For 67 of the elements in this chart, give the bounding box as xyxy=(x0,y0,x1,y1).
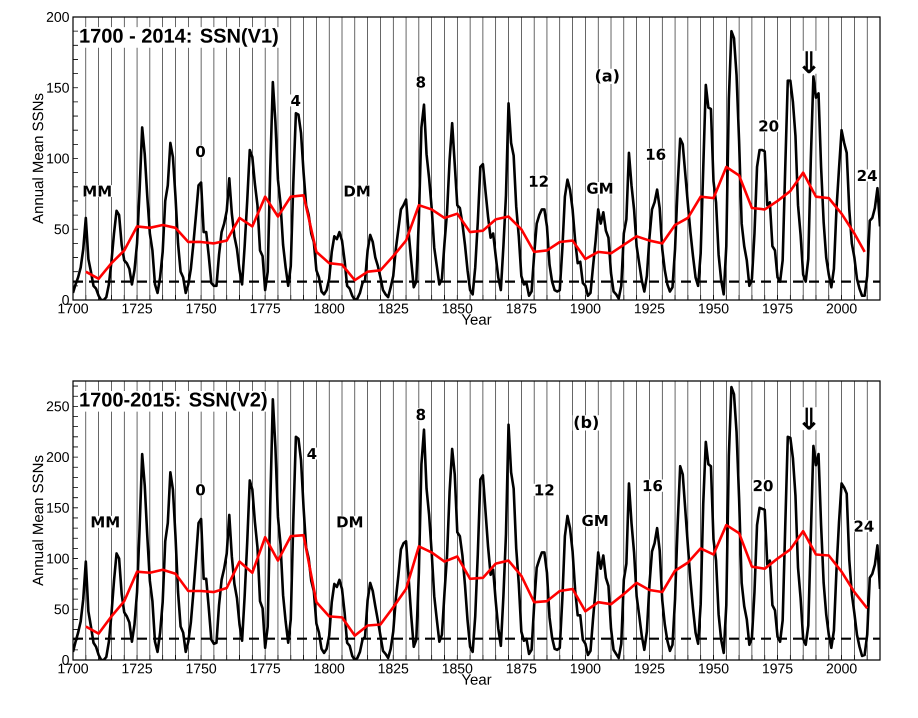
y-axis-title: Annual Mean SSNs xyxy=(32,94,44,224)
annotation: MM xyxy=(92,516,119,528)
x-tick-label: 1775 xyxy=(250,664,280,674)
annotation: GM xyxy=(587,182,612,194)
x-tick-label: 1750 xyxy=(186,304,216,314)
annotation: DM xyxy=(338,516,362,528)
y-tick-label: 100 xyxy=(47,154,69,164)
x-tick-label: 1875 xyxy=(506,304,536,314)
x-tick-label: 1925 xyxy=(634,304,664,314)
text: 1700 - 2014: SSN(V1) xyxy=(80,28,278,47)
x-tick-label: 1825 xyxy=(378,664,408,674)
x-tick-label: 1800 xyxy=(314,304,344,314)
y-tick-label: 150 xyxy=(47,82,69,93)
annotation: 0 xyxy=(196,484,206,496)
x-tick-label: 1825 xyxy=(378,304,408,314)
y-tick-label: 150 xyxy=(47,502,69,513)
annotation: 12 xyxy=(536,484,554,496)
x-tick-label: 1950 xyxy=(698,664,729,674)
y-axis-title: Annual Mean SSNs xyxy=(32,456,44,586)
annotation: (b) xyxy=(574,416,598,430)
annotation: 12 xyxy=(530,176,548,187)
annotation: 8 xyxy=(416,408,426,420)
y-tick-label: 200 xyxy=(46,12,69,22)
annotation: ⇓ xyxy=(802,408,816,430)
y-tick-label: 250 xyxy=(46,401,69,412)
annotation: 24 xyxy=(854,520,874,532)
x-tick-label: 1925 xyxy=(634,664,664,674)
annotation: MM xyxy=(84,186,111,197)
x-tick-label: 1900 xyxy=(570,664,600,674)
text: 1700-2015: SSN(V2) xyxy=(80,392,267,411)
annotation: 4 xyxy=(307,448,316,460)
x-tick-label: 1750 xyxy=(186,664,216,674)
y-tick-label: 0 xyxy=(62,655,69,665)
x-tick-label: 1725 xyxy=(122,304,152,314)
x-axis-title: Year xyxy=(462,314,492,325)
x-tick-label: 1775 xyxy=(250,304,280,314)
x-tick-label: 1875 xyxy=(506,664,536,674)
x-tick-label: 2000 xyxy=(826,304,857,314)
annotation: 20 xyxy=(759,120,778,132)
y-tick-label: 100 xyxy=(47,554,69,564)
x-tick-label: 1850 xyxy=(442,304,472,314)
annotation: DM xyxy=(344,186,370,197)
annotation: 8 xyxy=(416,76,426,88)
x-tick-label: 1950 xyxy=(698,304,729,314)
x-tick-label: 1725 xyxy=(122,664,152,674)
x-tick-label: 1700 xyxy=(58,664,88,674)
y-tick-label: 50 xyxy=(54,604,69,614)
annotation: ⇓ xyxy=(802,51,816,74)
annotation: (a) xyxy=(596,69,619,84)
x-tick-label: 1975 xyxy=(763,304,793,314)
x-tick-label: 1800 xyxy=(314,664,344,674)
annotation: 16 xyxy=(646,148,666,160)
x-axis-title: Year xyxy=(462,674,492,685)
annotation: 0 xyxy=(196,146,206,158)
x-tick-label: 1900 xyxy=(570,304,600,314)
x-tick-label: 2000 xyxy=(826,664,857,674)
y-tick-label: 0 xyxy=(62,295,69,305)
annotation: 24 xyxy=(858,170,877,182)
x-tick-label: 1850 xyxy=(442,664,472,674)
x-tick-label: 1975 xyxy=(763,664,793,674)
annotation: 16 xyxy=(644,480,662,492)
y-tick-label: 200 xyxy=(46,452,69,462)
y-tick-label: 50 xyxy=(54,224,69,234)
annotation: GM xyxy=(582,514,608,526)
x-tick-label: 1700 xyxy=(58,304,88,314)
annotation: 20 xyxy=(754,480,773,492)
annotation: 4 xyxy=(291,95,300,106)
